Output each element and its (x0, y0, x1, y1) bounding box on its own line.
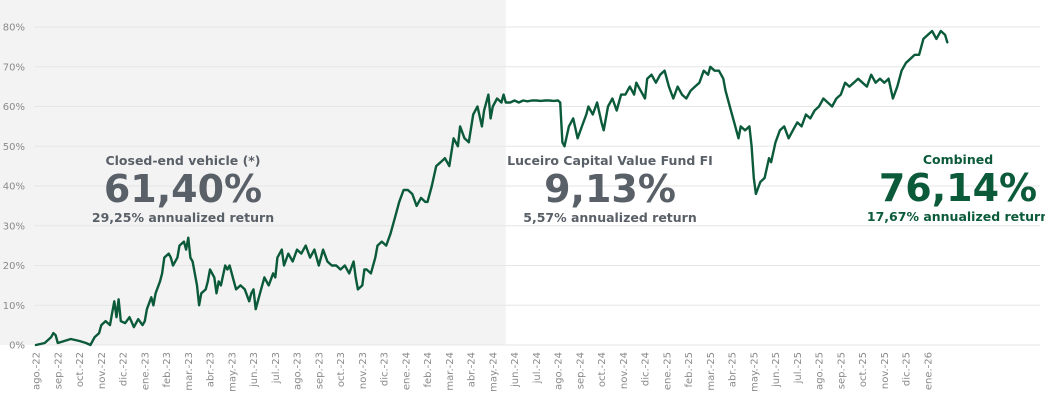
grid-lines (34, 26, 1040, 346)
closed-end-period-shading (0, 0, 506, 345)
x-tick-label: ago.-25 (815, 352, 826, 390)
x-tick-label: feb.-23 (162, 352, 173, 388)
x-tick-label: ago.-23 (293, 352, 304, 390)
x-tick-label: sep.-24 (575, 352, 586, 389)
x-tick-label: ago.-24 (554, 352, 565, 390)
x-tick-label: abr.-23 (206, 352, 217, 387)
x-tick-label: mar.-24 (445, 352, 456, 391)
x-tick-label: oct.-25 (858, 352, 869, 387)
x-tick-label: nov.-24 (619, 352, 630, 389)
x-tick-label: jul.-23 (271, 352, 282, 384)
closed-end-annotation: Closed-end vehicle (*) 61,40% 29,25% ann… (92, 153, 274, 225)
x-tick-label: abr.-24 (467, 352, 478, 387)
y-tick-label: 10% (3, 301, 25, 312)
x-tick-label: oct.-23 (336, 352, 347, 387)
combined-title: Combined (922, 152, 994, 167)
y-tick-label: 60% (3, 102, 25, 113)
x-tick-label: ene.-24 (401, 352, 412, 390)
x-tick-label: feb.-24 (423, 352, 434, 388)
x-tick-label: mar.-23 (184, 352, 195, 391)
value-fund-title: Luceiro Capital Value Fund FI (507, 153, 713, 168)
x-tick-label: may.-24 (488, 352, 499, 392)
y-tick-label: 40% (3, 182, 25, 193)
x-tick-label: sep.-25 (836, 352, 847, 389)
y-tick-label: 80% (3, 23, 25, 34)
x-tick-label: may.-25 (749, 352, 760, 392)
y-axis: 0% 10% 20% 30% 40% 50% 60% 70% 80% (3, 23, 25, 352)
x-tick-label: ene.-23 (140, 352, 151, 390)
x-tick-label: ago.-22 (32, 352, 43, 390)
x-tick-label: sep.-22 (53, 352, 64, 389)
y-tick-label: 20% (3, 261, 25, 272)
x-tick-label: ene.-25 (662, 352, 673, 390)
y-tick-label: 30% (3, 221, 25, 232)
x-tick-label: dic.-24 (641, 352, 652, 386)
x-tick-label: dic.-22 (119, 352, 130, 386)
x-axis: ago.-22 sep.-22 oct.-22 nov.-22 dic.-22 ene.-… (32, 352, 935, 392)
closed-end-value: 61,40% (103, 167, 263, 211)
value-fund-value: 9,13% (544, 167, 676, 211)
x-tick-label: jun.-25 (771, 352, 782, 388)
x-tick-label: may.-23 (227, 352, 238, 392)
combined-annotation: Combined 76,14% 17,67% annualized return (867, 152, 1045, 224)
x-tick-label: dic.-23 (380, 352, 391, 386)
x-tick-label: sep.-23 (314, 352, 325, 389)
combined-series-line (34, 29, 949, 347)
y-tick-label: 70% (3, 62, 25, 73)
x-tick-label: oct.-24 (597, 352, 608, 387)
y-tick-label: 0% (9, 341, 25, 352)
x-tick-label: feb.-25 (684, 352, 695, 388)
x-tick-label: abr.-25 (728, 352, 739, 387)
value-fund-subtitle: 5,57% annualized return (523, 210, 697, 225)
x-tick-label: jun.-23 (249, 352, 260, 388)
closed-end-title: Closed-end vehicle (*) (105, 153, 261, 168)
x-tick-label: jul.-24 (532, 352, 543, 384)
x-tick-label: nov.-25 (880, 352, 891, 389)
x-tick-label: dic.-25 (902, 352, 913, 386)
combined-subtitle: 17,67% annualized return (866, 209, 1045, 224)
x-tick-label: jul.-25 (793, 352, 804, 384)
x-tick-label: mar.-25 (706, 352, 717, 391)
y-tick-label: 50% (3, 142, 25, 153)
value-fund-annotation: Luceiro Capital Value Fund FI 9,13% 5,57… (507, 153, 713, 225)
x-tick-label: ene.-26 (923, 352, 934, 390)
closed-end-subtitle: 29,25% annualized return (91, 210, 275, 225)
x-tick-label: nov.-23 (358, 352, 369, 389)
x-tick-label: jun.-24 (510, 352, 521, 388)
x-tick-label: oct.-22 (75, 352, 86, 387)
x-tick-label: nov.-22 (97, 352, 108, 389)
combined-value: 76,14% (878, 166, 1038, 210)
